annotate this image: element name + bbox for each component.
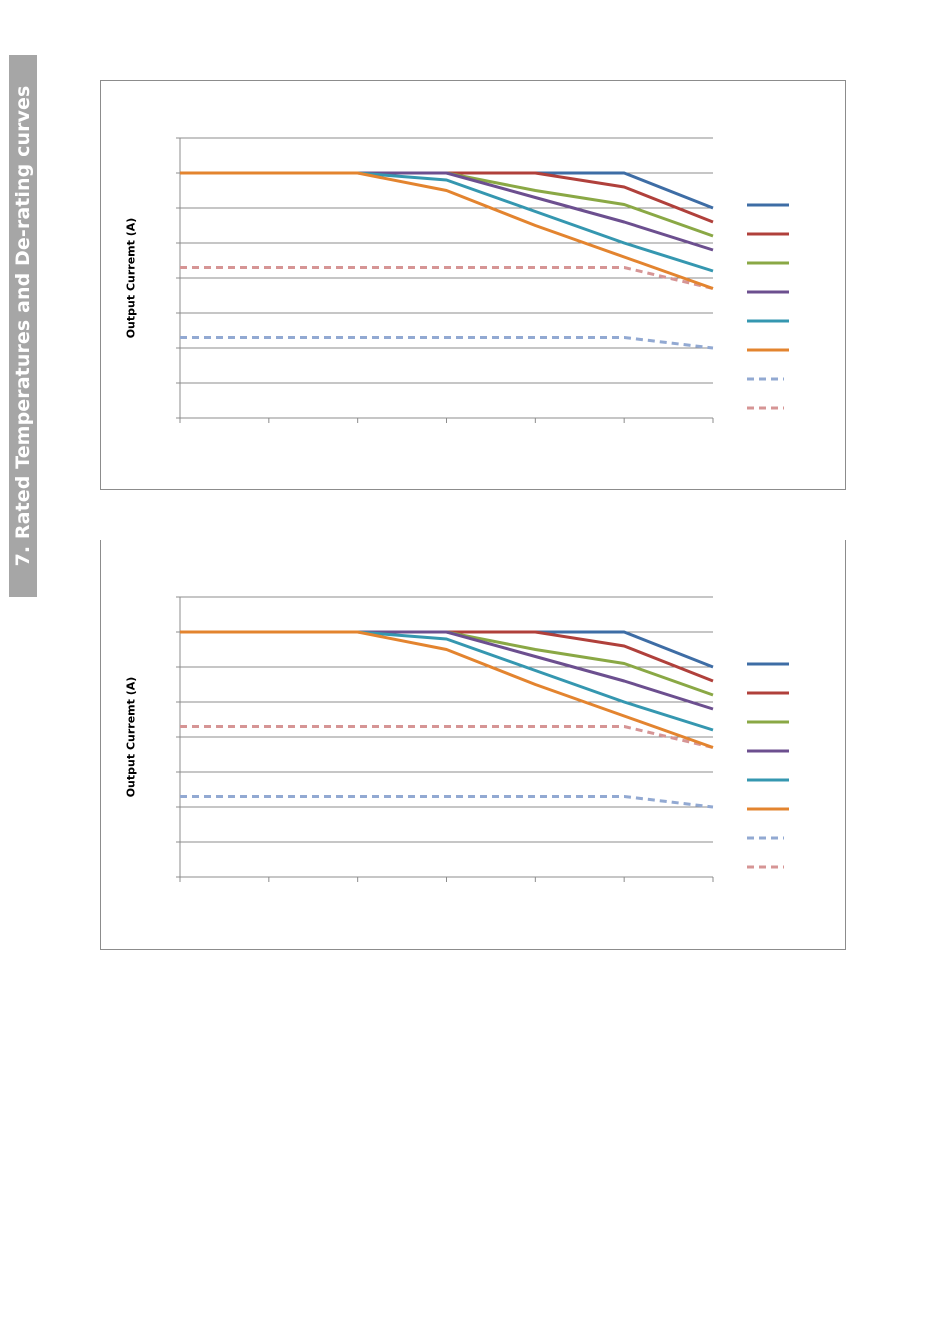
series-line-5 <box>180 171 714 273</box>
series-line-5 <box>180 630 714 732</box>
series-line-7 <box>180 336 714 350</box>
derating-chart-2: Output Curremt (A) <box>100 540 846 950</box>
series-line-4 <box>180 630 714 711</box>
series-line-7 <box>180 795 714 809</box>
series-line-6 <box>180 630 714 749</box>
chart-1-plot <box>176 137 789 423</box>
derating-chart-1: Output Curremt (A) <box>100 80 846 490</box>
section-title: 7. Rated Temperatures and De-rating curv… <box>12 85 34 567</box>
series-line-3 <box>180 630 714 697</box>
series-line-3 <box>180 171 714 238</box>
series-line-6 <box>180 171 714 290</box>
section-tab: 7. Rated Temperatures and De-rating curv… <box>9 55 37 597</box>
series-line-4 <box>180 171 714 252</box>
series-line-8 <box>180 266 714 290</box>
series-line-8 <box>180 725 714 749</box>
chart-2-plot <box>176 596 789 882</box>
